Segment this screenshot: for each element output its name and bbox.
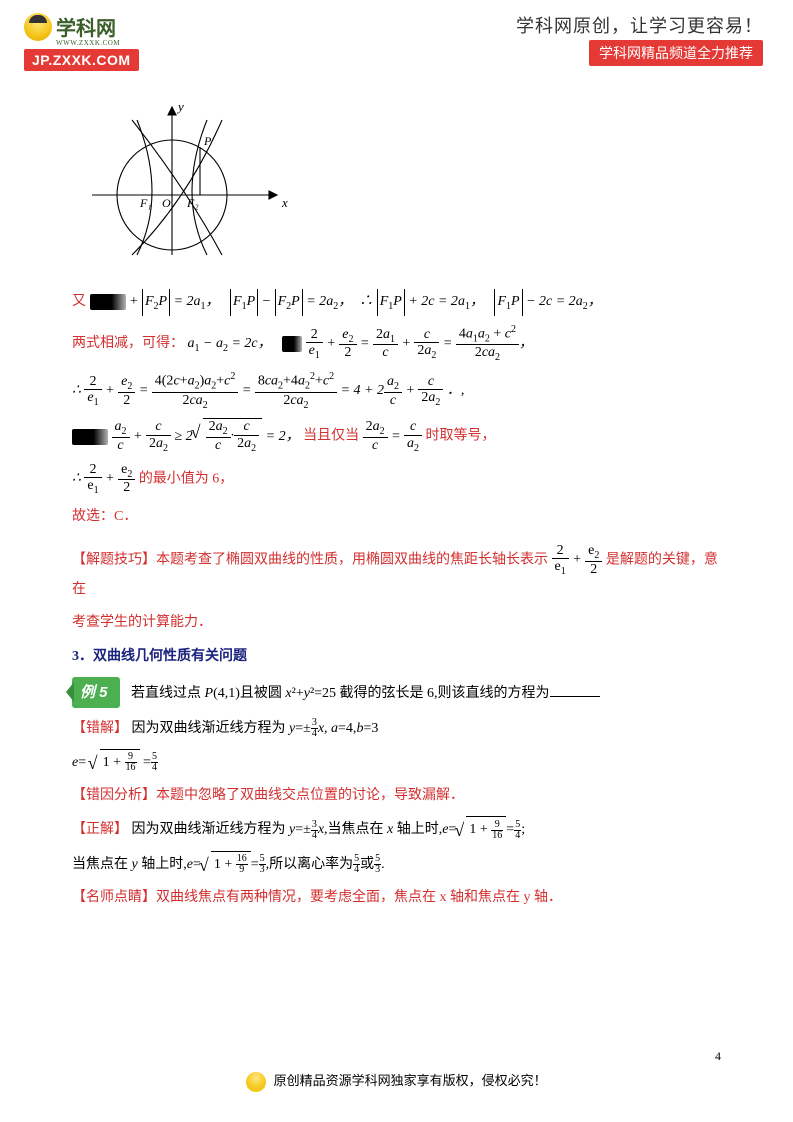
logo-subtext: WWW.ZXXK.COM (56, 39, 139, 47)
logo-block: 学科网 WWW.ZXXK.COM JP.ZXXK.COM (24, 12, 139, 71)
skill-line-1: 【解题技巧】本题考查了椭圆双曲线的性质，用椭圆双曲线的焦距长轴长表示 2e1 +… (72, 543, 721, 602)
censor-3 (72, 429, 108, 445)
censor-2 (282, 336, 302, 352)
correct-solution-1: 【正解】 因为双曲线渐近线方程为 y=±34x,当焦点在 x 轴上时,e=1 +… (72, 816, 721, 842)
ana-label: 【错因分析】 (72, 788, 156, 803)
section-3-title: 3．双曲线几何性质有关问题 (72, 644, 721, 669)
answer-line: 故选：C． (72, 504, 721, 529)
page-footer: 原创精品资源学科网独家享有版权，侵权必究！ (0, 1070, 793, 1092)
example-badge-5: 例 5 (72, 677, 120, 708)
correct-solution-2: 当焦点在 y 轴上时,e=1 + 169=53,所以离心率为54或53. (72, 851, 721, 877)
ex5-question: 若直线过点 P(4,1)且被圆 x²+y²=25 截得的弦长是 6,则该直线的方… (131, 686, 600, 701)
eq-line-2: 两式相减，可得： a1 − a2 = 2c， 2e1 + e22 = 2a1c … (72, 324, 721, 363)
error-analysis: 【错因分析】本题中忽略了双曲线交点位置的讨论，导致漏解． (72, 783, 721, 808)
eq-line-3: ∴ 2e1 + e22 = 4(2c+a2)a2+c22ca2 = 8ca2+4… (72, 371, 721, 410)
svg-text:F₂: F₂ (186, 196, 199, 210)
header-right: 学科网原创，让学习更容易！ 学科网精品频道全力推荐 (516, 12, 763, 66)
footer-mascot-icon (246, 1072, 266, 1092)
page-header: 学科网 WWW.ZXXK.COM JP.ZXXK.COM 学科网原创，让学习更容… (0, 0, 793, 75)
page-number: 4 (715, 1049, 721, 1064)
wrong-label: 【错解】 (72, 721, 128, 736)
mascot-icon (24, 13, 52, 41)
skill-text-a: 本题考查了椭圆双曲线的性质，用椭圆双曲线的焦距长轴长表示 (156, 552, 548, 567)
text-subtract: 两式相减，可得： (72, 336, 184, 351)
svg-text:x: x (281, 195, 288, 210)
logo-url-badge: JP.ZXXK.COM (24, 49, 139, 71)
banner-badge: 学科网精品频道全力推荐 (589, 40, 763, 66)
svg-text:F₁: F₁ (139, 196, 152, 210)
ana-text: 本题中忽略了双曲线交点位置的讨论，导致漏解． (156, 788, 464, 803)
wrong-solution: 【错解】 因为双曲线渐近线方程为 y=±34x, a=4,b=3 (72, 716, 721, 741)
eq-line-4: a2c + c2a2 ≥ 22a2c·c2a2 = 2， 当且仅当 2a2c =… (72, 418, 721, 453)
eq-line-5: ∴ 2e1 + e22 的最小值为 6， (72, 462, 721, 496)
skill-label: 【解题技巧】 (72, 552, 156, 567)
tip-label: 【名师点睛】 (72, 890, 156, 905)
eq-line-1: 又 + F2P = 2a1， F1P − F2P = 2a2， ∴ F1P + … (72, 289, 721, 316)
text-you: 又 (72, 294, 86, 309)
svg-text:y: y (176, 99, 184, 114)
page-content: x y O F₁ F₂ P 又 + F2P = 2a1， F1P − F2P =… (0, 75, 793, 910)
text-iff-1: 当且仅当 (303, 429, 359, 444)
teacher-tip: 【名师点睛】双曲线焦点有两种情况，要考虑全面，焦点在 x 轴和焦点在 y 轴． (72, 885, 721, 910)
example-5: 例 5 若直线过点 P(4,1)且被圆 x²+y²=25 截得的弦长是 6,则该… (72, 677, 721, 708)
text-min6: 的最小值为 6， (139, 471, 234, 486)
wrong-e: e= 1 + 916 =54 (72, 749, 721, 775)
svg-text:P: P (203, 134, 212, 148)
tip-text: 双曲线焦点有两种情况，要考虑全面，焦点在 x 轴和焦点在 y 轴． (156, 890, 562, 905)
text-iff-2: 时取等号， (426, 429, 496, 444)
logo-top: 学科网 (24, 12, 139, 41)
logo-text: 学科网 (56, 12, 116, 41)
skill-line-2: 考查学生的计算能力． (72, 610, 721, 635)
svg-text:O: O (162, 196, 171, 210)
cor-label: 【正解】 (72, 822, 128, 837)
censor-1 (90, 294, 126, 310)
slogan-text: 学科网原创，让学习更容易！ (516, 12, 763, 38)
footer-text: 原创精品资源学科网独家享有版权，侵权必究！ (274, 1073, 547, 1088)
conic-diagram: x y O F₁ F₂ P (82, 95, 721, 269)
